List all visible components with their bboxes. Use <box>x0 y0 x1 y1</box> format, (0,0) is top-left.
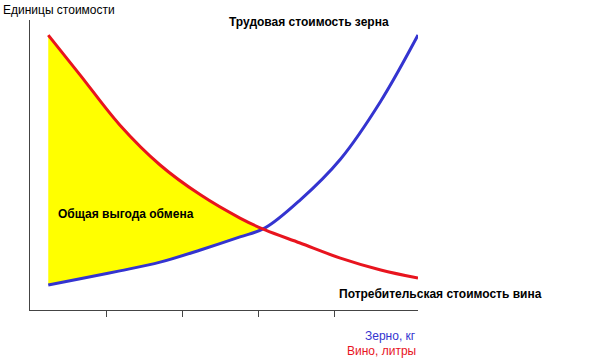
svg-text:Зерно, кг: Зерно, кг <box>365 329 416 343</box>
svg-text:Единицы стоимости: Единицы стоимости <box>3 3 115 17</box>
svg-text:Трудовая стоимость зерна: Трудовая стоимость зерна <box>229 15 389 29</box>
svg-text:Вино, литры: Вино, литры <box>347 344 416 358</box>
svg-text:Потребительская стоимость вина: Потребительская стоимость вина <box>339 287 542 301</box>
svg-text:Общая выгода обмена: Общая выгода обмена <box>58 207 194 221</box>
